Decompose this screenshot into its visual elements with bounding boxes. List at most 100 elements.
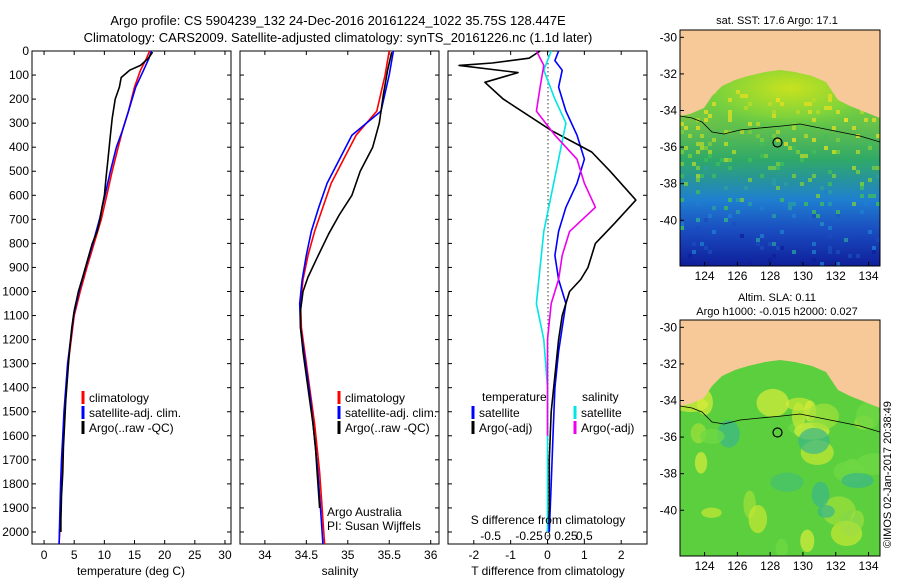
sst-pixel <box>868 146 872 150</box>
sst-pixel <box>708 250 712 254</box>
sst-pixel <box>696 178 700 182</box>
map-x-tick-label: 124 <box>695 559 715 573</box>
sst-map-image <box>680 30 880 266</box>
sla-blob <box>850 510 865 530</box>
sst-pixel <box>732 150 736 154</box>
sst-pixel <box>792 202 796 206</box>
sst-pixel <box>776 138 780 142</box>
sst-pixel <box>772 134 776 138</box>
sst-pixel <box>828 170 832 174</box>
sst-pixel <box>848 230 852 234</box>
sst-pixel <box>756 122 760 126</box>
sst-pixel <box>776 166 780 170</box>
sst-pixel <box>696 150 700 154</box>
sst-pixel <box>748 178 752 182</box>
sst-pixel <box>828 106 832 110</box>
legend-label-satellite: satellite-adj. clim. <box>89 406 181 420</box>
sst-pixel <box>776 130 780 134</box>
annotation-pi: PI: Susan Wijffels <box>327 519 421 533</box>
x-tick-label: 35 <box>341 548 355 562</box>
sst-pixel <box>680 198 684 202</box>
header-line-1: Argo profile: CS 5904239_132 24-Dec-2016… <box>110 13 566 28</box>
salinity-series <box>298 51 395 544</box>
sla-map-subtitle: Argo h1000: -0.015 h2000: 0.027 <box>696 306 857 318</box>
sst-pixel <box>824 134 828 138</box>
sst-pixel <box>704 118 708 122</box>
sst-pixel <box>828 190 832 194</box>
sst-pixel <box>728 98 732 102</box>
sla-blob <box>770 472 804 492</box>
sst-pixel <box>696 142 700 146</box>
map-y-tick-label: -40 <box>660 503 678 517</box>
map-y-tick-label: -34 <box>660 103 678 117</box>
sst-pixel <box>744 186 748 190</box>
sst-pixel <box>792 122 796 126</box>
map-y-tick-label: -30 <box>660 30 678 44</box>
sst-pixel <box>800 182 804 186</box>
sst-pixel <box>780 230 784 234</box>
sst-pixel <box>872 118 876 122</box>
depth-tick-label: 1700 <box>2 453 29 467</box>
sst-map-frame <box>679 29 881 267</box>
sst-pixel <box>704 230 708 234</box>
depth-tick-label: 100 <box>9 68 29 82</box>
temperature-series <box>58 51 154 544</box>
sst-pixel <box>704 110 708 114</box>
sst-pixel <box>824 106 828 110</box>
sst-pixel <box>748 262 752 266</box>
sst-pixel <box>812 118 816 122</box>
sst-pixel <box>768 258 772 262</box>
header-line-2: Climatology: CARS2009. Satellite-adjuste… <box>84 30 593 45</box>
sst-pixel <box>724 130 728 134</box>
map-x-tick-label: 126 <box>727 559 747 573</box>
x-tick-label: 20 <box>158 548 172 562</box>
map-y-tick-label: -36 <box>660 140 678 154</box>
sst-pixel <box>736 90 740 94</box>
x-tick-label: 2 <box>618 548 625 562</box>
sst-pixel <box>852 202 856 206</box>
sst-pixel <box>804 154 808 158</box>
depth-tick-label: 1000 <box>2 284 29 298</box>
sst-pixel <box>700 174 704 178</box>
sst-pixel <box>688 154 692 158</box>
sla-map-title: Altim. SLA: 0.11 <box>738 292 816 304</box>
legend-label-climatology: climatology <box>89 391 149 405</box>
legend-title-temperature: temperature <box>482 390 547 404</box>
sst-map-title: sat. SST: 17.6 Argo: 17.1 <box>716 15 838 27</box>
map-x-tick-label: 134 <box>859 559 879 573</box>
map-x-tick-label: 132 <box>826 269 846 283</box>
sst-pixel <box>724 186 728 190</box>
sst-pixel <box>700 242 704 246</box>
depth-tick-label: 1200 <box>2 333 29 347</box>
sla-map-panel: Altim. SLA: 0.11 Argo h1000: -0.015 h200… <box>660 292 881 573</box>
difference-x-axis: -2 -1 0 1 2 -0.5 -0.25 0 0.250.5 <box>468 51 625 562</box>
sst-pixel <box>696 190 700 194</box>
sst-pixel <box>812 210 816 214</box>
sla-blob <box>791 402 806 430</box>
sst-pixel <box>708 214 712 218</box>
sst-pixel <box>700 142 704 146</box>
sst-pixel <box>836 262 840 266</box>
sla-blob <box>775 538 788 556</box>
map-y-tick-label: -30 <box>660 320 678 334</box>
sst-shelf-contour <box>680 115 880 143</box>
sst-pixel <box>808 102 812 106</box>
map-x-tick-label: 130 <box>793 559 813 573</box>
depth-axis: 0 100 200 300 400 500 600 700 800 900 1000 1100 1200… <box>2 44 231 539</box>
sst-pixel <box>832 126 836 130</box>
depth-tick-label: 0 <box>22 44 29 58</box>
sst-pixel <box>680 174 684 178</box>
sst-pixel <box>724 218 728 222</box>
sla-blob <box>700 428 725 445</box>
sst-pixel <box>748 158 752 162</box>
s-tick-label: 0 <box>544 529 551 543</box>
sst-pixel <box>836 138 840 142</box>
sst-pixel <box>692 250 696 254</box>
sst-map-panel: sat. SST: 17.6 Argo: 17.1 124 126 128 130 13… <box>660 15 881 283</box>
sst-pixel <box>728 114 732 118</box>
map-x-tick-label: 126 <box>727 269 747 283</box>
sla-blob <box>756 388 790 418</box>
sst-pixel <box>732 222 736 226</box>
sst-pixel <box>692 162 696 166</box>
sla-map-axes: 124 126 128 130 132 134 -30 -32 -34 -36 -38 -40 <box>660 320 879 573</box>
